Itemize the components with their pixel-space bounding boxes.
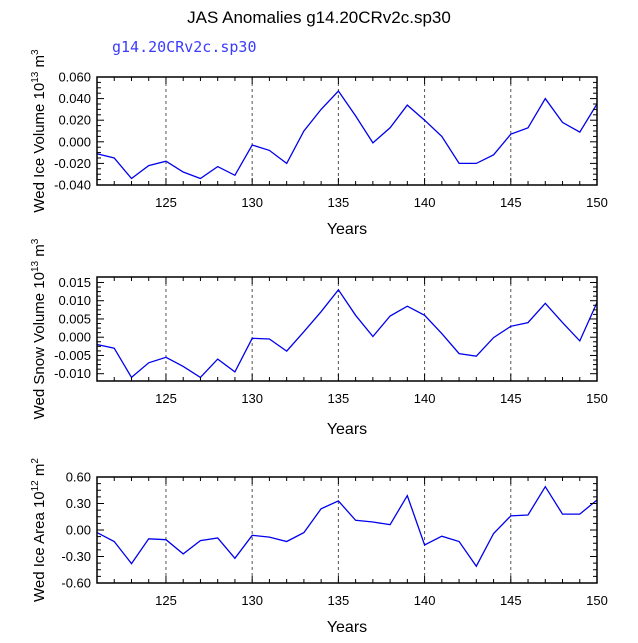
x-tick-label: 135 bbox=[328, 195, 350, 210]
series-line bbox=[96, 89, 598, 180]
y-tick-label: 0.060 bbox=[58, 70, 91, 85]
chart-panel-2: 125 130 135 140 145 150 -0.010 -0.005 0.000 0.005… bbox=[30, 238, 608, 438]
x-tick-label: 150 bbox=[586, 195, 608, 210]
figure-title: JAS Anomalies g14.20CRv2c.sp30 bbox=[187, 8, 451, 27]
y-tick-label: -0.020 bbox=[54, 156, 91, 171]
x-tick-label: 135 bbox=[328, 593, 350, 608]
y-tick-label: 0.040 bbox=[58, 91, 91, 106]
x-axis-label: Years bbox=[327, 421, 367, 438]
y-tick-label: -0.60 bbox=[61, 576, 91, 591]
y-axis-label: Wed Snow Volume 1013 m3 bbox=[30, 238, 48, 419]
x-tick-label: 130 bbox=[241, 195, 263, 210]
series-line bbox=[96, 288, 598, 379]
plot-frame bbox=[96, 276, 598, 382]
x-tick-label: 140 bbox=[414, 391, 436, 406]
y-axis-label: Wed Ice Area 1012 m2 bbox=[30, 458, 48, 602]
chart-panel-1: 125 130 135 140 145 150 -0.040 -0.020 0.000 0.020… bbox=[30, 49, 608, 238]
case-label: g14.20CRv2c.sp30 bbox=[112, 38, 257, 56]
y-tick-label: 0.015 bbox=[58, 275, 91, 290]
y-tick-label: 0.020 bbox=[58, 113, 91, 128]
x-tick-label: 130 bbox=[241, 391, 263, 406]
x-tick-label: 140 bbox=[414, 195, 436, 210]
y-tick-label: -0.010 bbox=[54, 366, 91, 381]
x-tick-label: 150 bbox=[586, 593, 608, 608]
x-axis-label: Years bbox=[327, 619, 367, 636]
y-tick-label: -0.30 bbox=[61, 549, 91, 564]
x-tick-label: 140 bbox=[414, 593, 436, 608]
y-tick-label: 0.60 bbox=[66, 470, 91, 485]
x-tick-label: 130 bbox=[241, 593, 263, 608]
y-tick-label: 0.005 bbox=[58, 311, 91, 326]
x-tick-label: 145 bbox=[500, 195, 522, 210]
y-tick-label: -0.005 bbox=[54, 348, 91, 363]
y-axis-label: Wed Ice Volume 1013 m3 bbox=[30, 49, 48, 213]
series-line bbox=[96, 485, 598, 568]
plot-frame bbox=[96, 476, 598, 584]
y-tick-label: 0.30 bbox=[66, 496, 91, 511]
y-tick-label: 0.00 bbox=[66, 523, 91, 538]
plot-frame bbox=[96, 76, 598, 186]
y-tick-label: 0.010 bbox=[58, 293, 91, 308]
x-tick-label: 135 bbox=[328, 391, 350, 406]
x-tick-label: 125 bbox=[155, 195, 177, 210]
y-tick-label: 0.000 bbox=[58, 134, 91, 149]
x-tick-label: 125 bbox=[155, 391, 177, 406]
x-tick-label: 125 bbox=[155, 593, 177, 608]
x-tick-label: 145 bbox=[500, 593, 522, 608]
y-tick-label: 0.000 bbox=[58, 330, 91, 345]
y-tick-label: -0.040 bbox=[54, 178, 91, 193]
x-tick-label: 150 bbox=[586, 391, 608, 406]
x-axis-label: Years bbox=[327, 221, 367, 238]
chart-panel-3: 125 130 135 140 145 150 -0.60 -0.30 0.00 0.30 0.60… bbox=[30, 458, 608, 636]
x-tick-label: 145 bbox=[500, 391, 522, 406]
